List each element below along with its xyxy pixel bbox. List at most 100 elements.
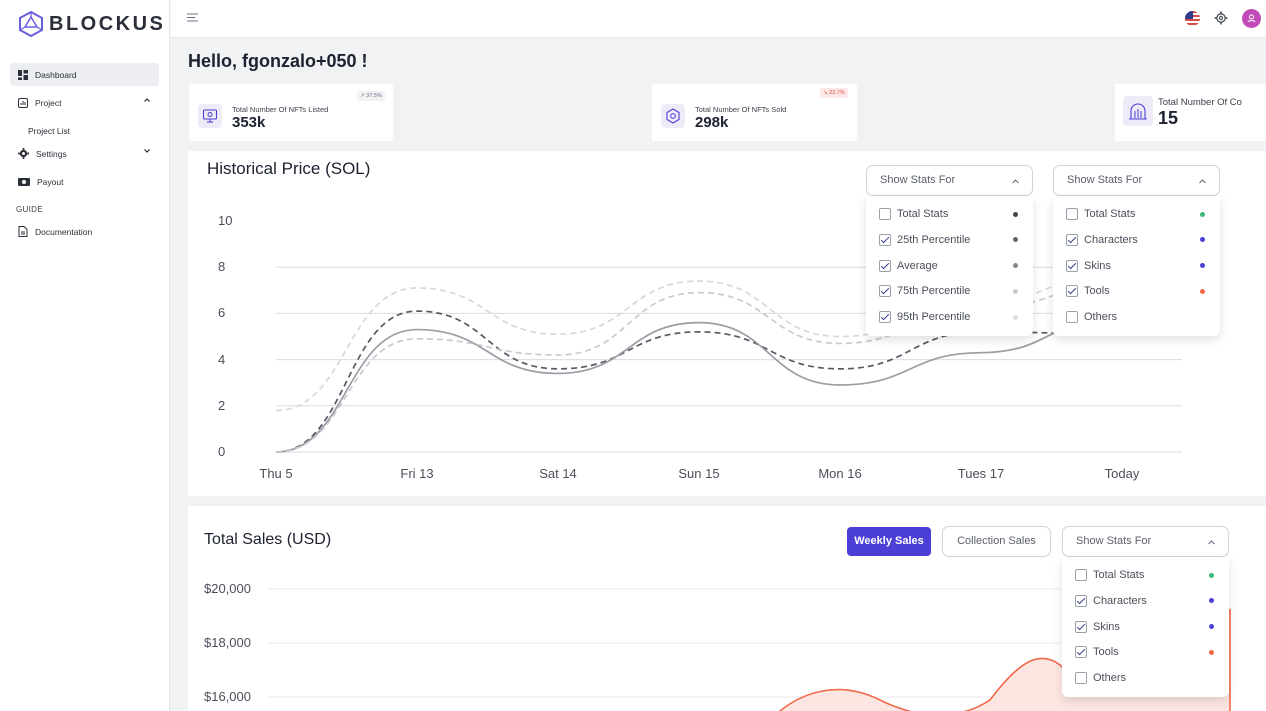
x-axis-tick: Fri 13 — [400, 466, 434, 481]
sidebar-item-label: Settings — [36, 148, 67, 159]
stat-option-25th-percentile[interactable]: 25th Percentile — [866, 230, 1033, 250]
sales-show-stats-dropdown[interactable]: Show Stats For — [1062, 526, 1229, 557]
menu-icon[interactable] — [187, 13, 198, 22]
brand-logo[interactable]: BLOCKUS — [19, 11, 165, 37]
stat-option-checkbox[interactable] — [879, 233, 891, 246]
show-stats-dropdown-2[interactable]: Show Stats For — [1053, 165, 1220, 196]
sales-y-tick: $18,000 — [204, 635, 251, 650]
series-color-dot — [1200, 237, 1205, 243]
series-color-dot — [1013, 211, 1018, 217]
x-axis-tick: Sun 15 — [678, 466, 720, 481]
stat-value: 298k — [695, 114, 729, 131]
gear-icon — [18, 148, 29, 159]
stat-option-total-stats[interactable]: Total Stats — [1053, 204, 1220, 224]
sidebar-item-settings[interactable]: Settings — [10, 142, 159, 165]
sidebar-item-dashboard[interactable]: Dashboard — [10, 63, 159, 86]
stat-card-nfts-sold: Total Number Of NFTs Sold 298k ↘ 22.7% — [652, 84, 857, 141]
cash-icon — [18, 177, 30, 186]
language-flag-icon[interactable] — [1185, 11, 1200, 26]
series-color-dot — [1013, 288, 1018, 294]
y-axis-tick: 8 — [218, 259, 226, 275]
nft-badge-icon — [661, 104, 685, 128]
stat-option-checkbox[interactable] — [1075, 646, 1087, 659]
stat-option-75th-percentile[interactable]: 75th Percentile — [866, 281, 1033, 301]
sales-y-tick: $16,000 — [204, 689, 251, 704]
show-stats-panel-1: Total Stats 25th Percentile Average 75th Pe… — [866, 196, 1033, 336]
chevron-up-icon — [1012, 179, 1019, 184]
weekly-sales-button[interactable]: Weekly Sales — [847, 527, 931, 556]
user-avatar[interactable] — [1242, 9, 1261, 28]
stat-change-badge: ↗ 37.5% — [357, 91, 385, 101]
x-axis-tick: Tues 17 — [957, 466, 1005, 481]
series-color-dot — [1200, 263, 1205, 269]
user-icon — [1247, 14, 1256, 23]
sidebar-item-project[interactable]: Project — [10, 91, 159, 114]
collection-sales-button[interactable]: Collection Sales — [942, 526, 1051, 557]
x-axis-tick: Mon 16 — [818, 466, 862, 481]
stat-option-label: Tools — [1093, 646, 1119, 659]
sidebar-item-documentation[interactable]: Documentation — [10, 220, 159, 243]
chevron-up-icon[interactable] — [143, 96, 151, 104]
stat-option-total-stats[interactable]: Total Stats — [1062, 565, 1229, 585]
stat-change-badge: ↘ 22.7% — [820, 88, 848, 98]
dashboard-icon — [18, 69, 28, 80]
settings-gear-icon[interactable] — [1214, 11, 1228, 25]
sidebar-item-payout[interactable]: Payout — [10, 170, 159, 193]
stat-option-label: 95th Percentile — [897, 311, 971, 324]
show-stats-panel-2: Total Stats Characters Skins Tools Others — [1053, 196, 1220, 336]
series-color-dot — [1209, 624, 1214, 630]
y-axis-tick: 6 — [218, 305, 226, 321]
stat-option-checkbox[interactable] — [1066, 285, 1078, 298]
stat-option-characters[interactable]: Characters — [1053, 230, 1220, 250]
stat-option-checkbox[interactable] — [1075, 620, 1087, 633]
stat-option-checkbox[interactable] — [879, 208, 891, 220]
stat-option-checkbox[interactable] — [1075, 672, 1087, 685]
stat-option-checkbox[interactable] — [1066, 311, 1078, 324]
sidebar-section-guide: GUIDE — [16, 205, 43, 214]
stat-option-average[interactable]: Average — [866, 256, 1033, 276]
stat-option-tools[interactable]: Tools — [1062, 642, 1229, 662]
stat-option-checkbox[interactable] — [1066, 208, 1078, 220]
stat-option-95th-percentile[interactable]: 95th Percentile — [866, 307, 1033, 327]
stat-option-label: Tools — [1084, 285, 1110, 298]
sidebar-item-project-list[interactable]: Project List — [28, 126, 71, 136]
stat-card-nfts-listed: Total Number Of NFTs Listed 353k ↗ 37.5% — [189, 84, 393, 141]
stat-option-label: Characters — [1084, 233, 1138, 246]
dropdown-label: Show Stats For — [1076, 535, 1152, 547]
stat-option-others[interactable]: Others — [1053, 307, 1220, 327]
stat-option-checkbox[interactable] — [879, 285, 891, 298]
stat-option-checkbox[interactable] — [1066, 259, 1078, 272]
stat-option-skins[interactable]: Skins — [1053, 256, 1220, 276]
sales-y-tick: $20,000 — [204, 581, 251, 596]
sidebar-item-label: Dashboard — [35, 69, 77, 80]
sidebar-item-label: Payout — [37, 176, 64, 187]
stat-label: Total Number Of NFTs Sold — [695, 105, 787, 114]
stat-option-label: 25th Percentile — [897, 233, 971, 246]
series-color-dot — [1013, 314, 1018, 320]
stat-option-checkbox[interactable] — [1075, 569, 1087, 581]
stat-option-others[interactable]: Others — [1062, 668, 1229, 688]
chevron-up-icon — [1199, 179, 1206, 184]
building-icon — [1123, 96, 1153, 126]
page-title: Hello, fgonzalo+050 ! — [188, 51, 368, 71]
stat-label: Total Number Of Co — [1158, 97, 1242, 108]
sidebar-item-label: Project — [35, 97, 62, 108]
show-stats-dropdown-1[interactable]: Show Stats For — [866, 165, 1033, 196]
brand-name: BLOCKUS — [49, 12, 166, 35]
stat-option-characters[interactable]: Characters — [1062, 591, 1229, 611]
stat-value: 15 — [1158, 108, 1179, 128]
stat-card-collections: Total Number Of Co 15 — [1115, 84, 1266, 141]
x-axis-tick: Thu 5 — [259, 466, 293, 481]
stat-option-label: Total Stats — [1093, 569, 1145, 581]
stat-option-checkbox[interactable] — [879, 259, 891, 272]
stat-option-total-stats[interactable]: Total Stats — [866, 204, 1033, 224]
stat-option-checkbox[interactable] — [879, 311, 891, 324]
stat-option-skins[interactable]: Skins — [1062, 617, 1229, 637]
dropdown-label: Show Stats For — [1067, 174, 1143, 186]
chevron-down-icon[interactable] — [143, 147, 151, 155]
stat-option-checkbox[interactable] — [1066, 233, 1078, 246]
stat-option-tools[interactable]: Tools — [1053, 281, 1220, 301]
series-color-dot — [1209, 649, 1214, 655]
stat-option-checkbox[interactable] — [1075, 594, 1087, 607]
stat-value: 353k — [232, 114, 266, 131]
